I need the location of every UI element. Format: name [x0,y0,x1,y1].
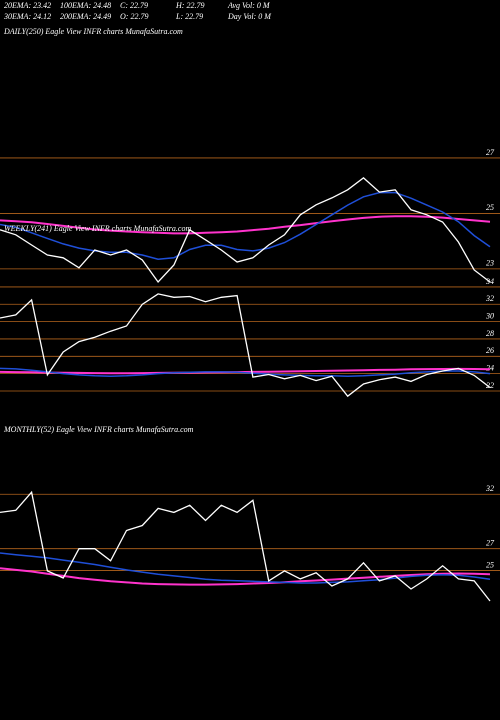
y-tick-label: 25 [486,203,494,212]
price-line [0,215,491,235]
price-line [0,177,491,284]
price-line [0,191,491,260]
y-tick-label: 23 [486,259,494,268]
y-tick-label: 27 [486,148,495,157]
header-stat: 30EMA: 24.12 [3,12,51,21]
header-stat: 200EMA: 24.49 [60,12,111,21]
header-stat: Day Vol: 0 M [227,12,272,21]
price-line [0,567,491,586]
y-tick-label: 22 [486,381,494,390]
header-stat: L: 22.79 [175,12,203,21]
y-tick-label: 34 [485,277,494,286]
panel-title: MONTHLY(52) Eagle View INFR charts Munaf… [3,425,194,434]
header-stat: 100EMA: 24.48 [60,1,111,10]
header-stat: C: 22.79 [120,1,148,10]
header-stat: O: 22.79 [120,12,148,21]
y-tick-label: 32 [485,484,494,493]
panel-title: WEEKLY(241) Eagle View INFR charts Munaf… [4,224,191,233]
panel-title: DAILY(250) Eagle View INFR charts Munafa… [3,27,183,36]
header-stat: Avg Vol: 0 M [227,1,271,10]
y-tick-label: 30 [485,311,494,320]
y-tick-label: 26 [486,346,494,355]
y-tick-label: 28 [486,329,494,338]
price-line [0,293,491,398]
y-tick-label: 25 [486,560,494,569]
y-tick-label: 32 [485,294,494,303]
header-stat: H: 22.79 [175,1,204,10]
price-line [0,367,491,377]
y-tick-label: 27 [486,538,495,547]
y-tick-label: 24 [486,363,494,372]
header-stat: 20EMA: 23.42 [4,1,51,10]
price-line [0,490,491,602]
price-line [0,552,491,584]
